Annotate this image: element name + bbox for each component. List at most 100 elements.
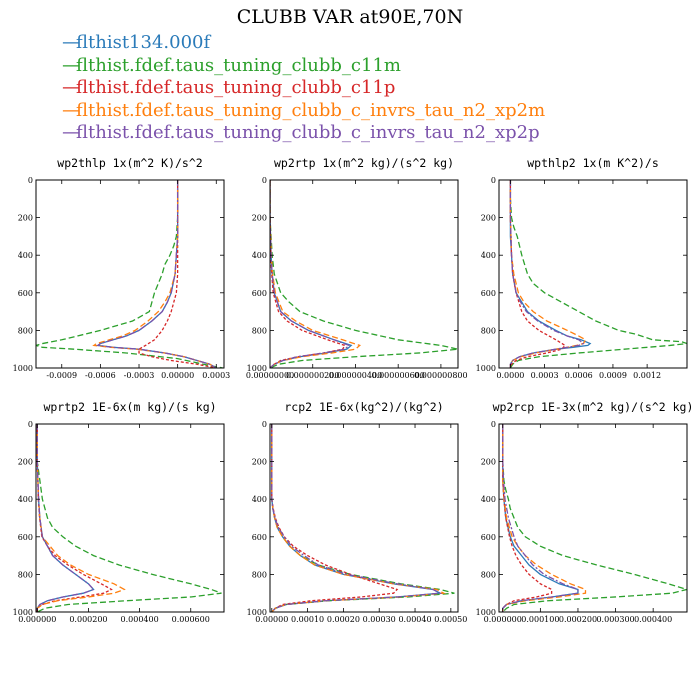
series-line [270,180,458,368]
series-line [36,424,126,612]
subplot-title: wpthlp2 1x(m K^2)/s [527,156,659,170]
y-tick-label: 600 [481,533,496,542]
y-tick-label: 400 [252,251,267,260]
y-tick-label: 0 [28,420,33,429]
x-tick-label: 0.000000 [18,615,56,624]
x-tick-label: 0.000600 [172,615,210,624]
x-tick-label: 0.00040 [398,615,431,624]
plot-frame [498,179,688,369]
legend-line-icon: — [62,32,80,53]
y-tick-label: 800 [18,570,33,579]
series-line [270,180,351,368]
series-line [271,424,443,612]
x-tick-label: 0.00010 [291,615,324,624]
x-tick-label: 0.0006 [565,371,593,380]
x-tick-label: 0.00000000 [246,371,294,380]
y-tick-label: 600 [18,533,33,542]
y-tick-label: 1000 [13,364,33,373]
series-line [36,424,222,612]
y-tick-label: 0 [28,176,33,185]
subplot: wp2rcp 1E-3x(m^2 kg)/(s^2 kg) 0 200 400 600 8… [476,400,694,624]
y-tick-label: 800 [252,326,267,335]
series-line [502,424,553,612]
y-tick-label: 600 [18,289,33,298]
legend-label: flthist.fdef.taus_tuning_clubb_c_invrs_t… [76,122,540,143]
figure-title: CLUBB VAR at90E,70N [236,6,464,28]
subplot-title: wprtp2 1E-6x(m kg)/(s kg) [43,400,216,414]
legend-line-icon: — [62,122,80,143]
x-tick-label: 0.00020 [327,615,360,624]
y-tick-label: 1000 [247,608,267,617]
x-tick-label: 0.000200 [559,615,597,624]
x-tick-label: 0.000000400 [329,371,382,380]
y-tick-label: 0 [491,176,496,185]
x-tick-label: -0.0003 [124,371,155,380]
legend-entry: —flthist.fdef.taus_tuning_clubb_c11m [62,55,545,78]
x-tick-label: 0.000000200 [286,371,339,380]
x-tick-label: 0.000400 [121,615,159,624]
x-tick-label: 0.0012 [633,371,661,380]
y-tick-label: 0 [262,420,267,429]
legend-entry: —flthist.fdef.taus_tuning_clubb_c_invrs_… [62,122,545,145]
series-line [502,424,579,612]
x-tick-label: 0.00000 [255,615,288,624]
y-tick-label: 800 [252,570,267,579]
series-group [509,180,687,368]
y-tick-label: 1000 [247,364,267,373]
x-tick-label: 0.0003 [531,371,559,380]
x-tick-label: 0.0009 [599,371,627,380]
y-tick-label: 400 [481,495,496,504]
series-line [271,424,443,612]
series-line [509,180,567,368]
x-tick-label: 0.000000 [484,615,522,624]
y-tick-label: 1000 [476,364,496,373]
x-tick-label: 0.00000 [161,371,194,380]
y-tick-label: 200 [252,214,267,223]
y-tick-label: 400 [18,495,33,504]
legend-label: flthist.fdef.taus_tuning_clubb_c11m [76,54,401,76]
y-tick-label: 800 [18,326,33,335]
plot-frame [35,179,225,369]
plot-frame [498,423,688,613]
x-tick-label: 0.000100 [521,615,559,624]
y-tick-label: 1000 [476,608,496,617]
subplot: wprtp2 1E-6x(m kg)/(s kg) 0 200 400 600 800 10… [13,400,225,624]
x-tick-label: 0.000000600 [371,371,424,380]
y-tick-label: 200 [252,458,267,467]
series-line [271,424,455,612]
subplot: wpthlp2 1x(m K^2)/s020040060080010000.00… [476,156,688,380]
series-line [502,424,687,612]
series-line [271,424,399,612]
plot-frame [269,423,459,613]
legend-entry: —flthist.fdef.taus_tuning_clubb_c_invrs_… [62,100,545,123]
series-line [96,180,217,368]
plot-frame [35,423,225,613]
legend-line-icon: — [62,99,80,121]
series-line [36,180,223,368]
subplot: rcp2 1E-6x(kg^2)/(kg^2) 0 200 400 600 800 1000… [247,400,468,624]
x-tick-label: -0.0009 [46,371,77,380]
series-line [36,424,95,612]
legend-line-icon: — [62,77,80,98]
legend-label: flthist134.000f [76,32,211,53]
y-tick-label: 200 [481,214,496,223]
x-tick-label: 0.000200 [69,615,107,624]
x-tick-label: 0.000000800 [414,371,467,380]
series-line [509,180,585,368]
y-tick-label: 400 [481,251,496,260]
legend-line-icon: — [62,54,80,76]
y-tick-label: 800 [481,570,496,579]
series-line [509,180,687,368]
x-tick-label: 0.000400 [634,615,672,624]
x-tick-label: -0.0006 [85,371,116,380]
series-line [509,180,587,368]
y-tick-label: 1000 [13,608,33,617]
series-group [36,424,222,612]
y-tick-label: 600 [252,533,267,542]
subplot-title: wp2thlp 1x(m^2 K)/s^2 [57,156,202,170]
series-line [271,424,446,612]
x-tick-label: 0.0003 [202,371,230,380]
series-line [502,424,587,612]
y-tick-label: 200 [481,458,496,467]
